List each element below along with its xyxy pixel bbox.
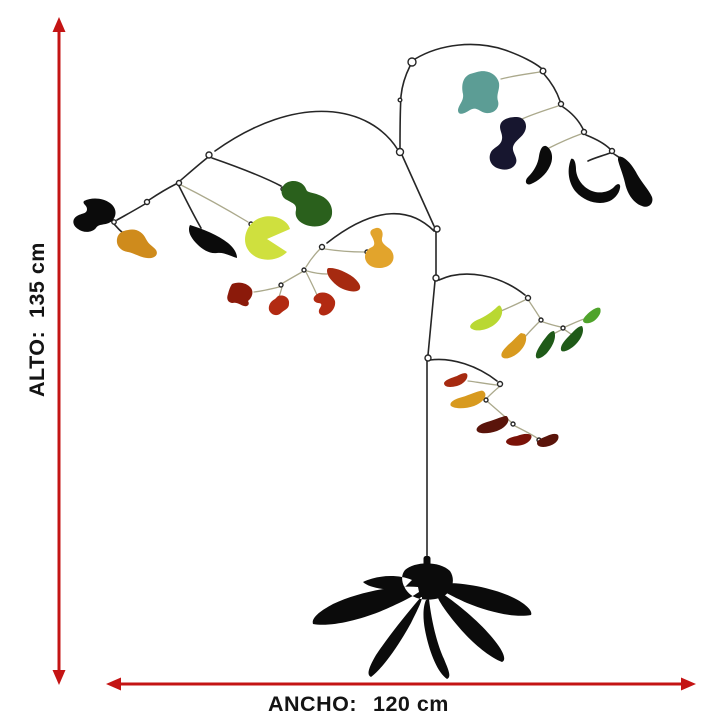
right-mid-branch-wire xyxy=(438,273,526,296)
wire-loop xyxy=(278,282,284,288)
wire-loop xyxy=(580,128,588,136)
small-dark-red-leaf-shape xyxy=(506,433,532,446)
width-dimension-label: ANCHO: xyxy=(268,692,357,716)
width-arrow-head-right xyxy=(681,677,696,691)
red-hook-shape xyxy=(313,292,336,316)
dark-red-flower-shape xyxy=(227,282,253,307)
wire-loop xyxy=(395,147,405,157)
width-dimension-arrow xyxy=(106,677,696,691)
wire-loop xyxy=(318,243,326,251)
height-arrow-head-bottom xyxy=(52,670,66,685)
terminal-maroon-leaf-shape xyxy=(537,433,559,447)
height-dimension-arrow xyxy=(52,17,66,685)
bright-green-leaf-shape xyxy=(583,307,601,324)
wire-loop xyxy=(407,57,417,67)
wire-loop xyxy=(539,67,547,75)
width-dimension-value: 120 cm xyxy=(373,692,449,716)
mid-left-pale-wire xyxy=(253,248,365,298)
wire-loop xyxy=(111,219,117,225)
wire-loop xyxy=(143,198,151,206)
mobile-wires-dark xyxy=(113,43,622,558)
black-wing-shape xyxy=(188,225,237,258)
black-kidney-shape xyxy=(73,198,116,232)
dark-green-gourd-shape xyxy=(281,180,333,227)
wire-loop xyxy=(301,267,307,273)
lower-pale-wire xyxy=(467,380,538,439)
small-red-comma-shape xyxy=(268,295,290,316)
wire-loop xyxy=(432,274,440,282)
wire-loop xyxy=(433,225,441,233)
yellow-green-leaf-shape xyxy=(470,305,503,331)
dark-green-leaf-1-shape xyxy=(535,331,556,359)
top-right-cluster xyxy=(458,71,653,207)
wire-loop xyxy=(510,421,516,427)
amber-leaf-shape xyxy=(501,333,527,359)
wire-loop xyxy=(205,151,213,159)
wire-loop xyxy=(557,100,565,108)
wire-loop xyxy=(483,397,489,403)
left-pale-wire xyxy=(180,184,249,223)
mid-left-cluster xyxy=(227,227,394,316)
wire-loop xyxy=(496,380,504,388)
right-mid-cluster xyxy=(470,305,601,359)
wire-loop xyxy=(424,354,432,362)
yellow-green-pacman-shape xyxy=(245,216,290,260)
right-mid-pale-wire xyxy=(500,299,588,338)
wire-loop xyxy=(524,294,532,302)
mobile-stand-base xyxy=(312,556,532,679)
wire-loop xyxy=(538,317,544,323)
mid-left-branch-wire xyxy=(326,212,435,244)
top-right-branch-wire xyxy=(414,43,622,162)
width-arrow-head-left xyxy=(106,677,121,691)
height-dimension-label: ALTO: xyxy=(25,331,49,397)
red-elongated-leaf-shape xyxy=(327,268,361,292)
left-cluster xyxy=(73,180,333,260)
wire-loop xyxy=(608,147,616,155)
navy-blob-shape xyxy=(489,117,527,170)
black-crescent-shape xyxy=(525,145,553,185)
lower-branch-wire xyxy=(429,358,498,382)
wire-loops xyxy=(111,57,616,443)
lower-cluster xyxy=(444,373,559,447)
black-teardrop-shape xyxy=(618,156,653,207)
maroon-long-leaf-shape xyxy=(476,416,509,434)
height-arrow-head-top xyxy=(52,17,66,32)
teal-blob-shape xyxy=(458,71,500,114)
amber-wavy-leaf-shape xyxy=(450,390,486,409)
mobile-wires-pale xyxy=(180,71,588,439)
height-dimension-value: 135 cm xyxy=(25,242,49,318)
wire-loop xyxy=(397,97,403,103)
lower-red-leaf-shape xyxy=(444,373,468,387)
base-flower-shape xyxy=(312,563,532,679)
wire-loop xyxy=(560,325,566,331)
dark-green-leaf-2-shape xyxy=(560,326,584,352)
spine-wire xyxy=(399,65,437,558)
top-right-pale-wire xyxy=(500,71,582,149)
wire-loop xyxy=(175,179,183,187)
amber-gourd-shape xyxy=(364,227,394,269)
left-branch-wire xyxy=(113,110,399,233)
ochre-comma-shape xyxy=(116,229,157,259)
black-c-crescent-shape xyxy=(568,158,621,203)
